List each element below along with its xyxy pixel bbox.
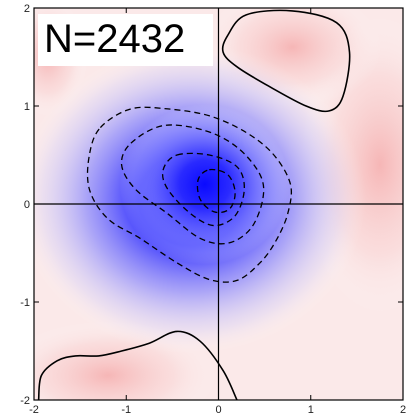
crosshair <box>34 8 403 400</box>
negative-contour-2 <box>161 152 245 227</box>
y-tick-label: 0 <box>24 199 30 211</box>
x-tick-label: 1 <box>308 404 314 416</box>
x-axis-ticks: -2 -1 0 1 2 <box>29 8 406 416</box>
y-axis-ticks: -2 -1 0 1 2 <box>20 3 403 407</box>
y-tick-label: -1 <box>20 297 30 309</box>
negative-contour-3 <box>196 168 236 214</box>
annotation-background <box>38 14 213 66</box>
negative-region-core <box>119 104 290 265</box>
x-tick-label: 0 <box>215 404 221 416</box>
x-tick-label: 2 <box>400 404 406 416</box>
y-tick-label: 2 <box>24 3 30 15</box>
y-tick-label: 1 <box>24 101 30 113</box>
negative-contour-0 <box>86 106 293 283</box>
count-annotation: N=2432 <box>44 17 185 61</box>
positive-contour-5 <box>37 330 238 400</box>
y-tick-label: -2 <box>20 395 30 407</box>
count-annotation-box: N=2432 <box>38 14 213 66</box>
x-tick-label: -2 <box>29 404 39 416</box>
positive-contour-4 <box>221 9 351 113</box>
x-tick-label: -1 <box>121 404 131 416</box>
